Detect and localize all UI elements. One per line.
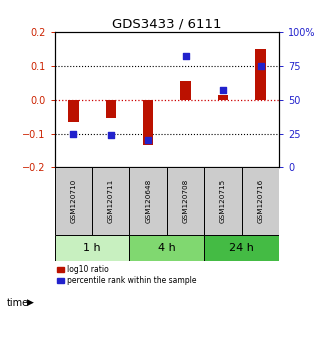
- Text: 1 h: 1 h: [83, 243, 101, 253]
- Point: [108, 132, 113, 138]
- Point: [258, 63, 263, 69]
- Bar: [106, 99, 116, 118]
- Bar: [55, 235, 129, 261]
- Bar: [68, 99, 79, 122]
- Bar: [92, 167, 129, 235]
- Text: GSM120711: GSM120711: [108, 179, 114, 223]
- Point: [71, 131, 76, 136]
- Text: ▶: ▶: [27, 298, 34, 307]
- Bar: [129, 235, 204, 261]
- Point: [183, 53, 188, 59]
- Bar: [143, 99, 153, 145]
- Legend: log10 ratio, percentile rank within the sample: log10 ratio, percentile rank within the …: [56, 264, 197, 286]
- Text: GSM120716: GSM120716: [257, 179, 264, 223]
- Bar: [55, 167, 92, 235]
- Point: [146, 137, 151, 143]
- Text: GSM120710: GSM120710: [70, 179, 76, 223]
- Bar: [129, 167, 167, 235]
- Bar: [167, 167, 204, 235]
- Text: GSM120648: GSM120648: [145, 179, 151, 223]
- Text: GSM120708: GSM120708: [183, 179, 189, 223]
- Text: 24 h: 24 h: [230, 243, 254, 253]
- Bar: [204, 235, 279, 261]
- Bar: [242, 167, 279, 235]
- Point: [221, 87, 226, 93]
- Text: 4 h: 4 h: [158, 243, 176, 253]
- Text: GSM120715: GSM120715: [220, 179, 226, 223]
- Text: time: time: [6, 298, 29, 308]
- Bar: [218, 95, 228, 99]
- Title: GDS3433 / 6111: GDS3433 / 6111: [112, 18, 222, 31]
- Bar: [255, 49, 266, 99]
- Bar: [204, 167, 242, 235]
- Bar: [180, 81, 191, 99]
